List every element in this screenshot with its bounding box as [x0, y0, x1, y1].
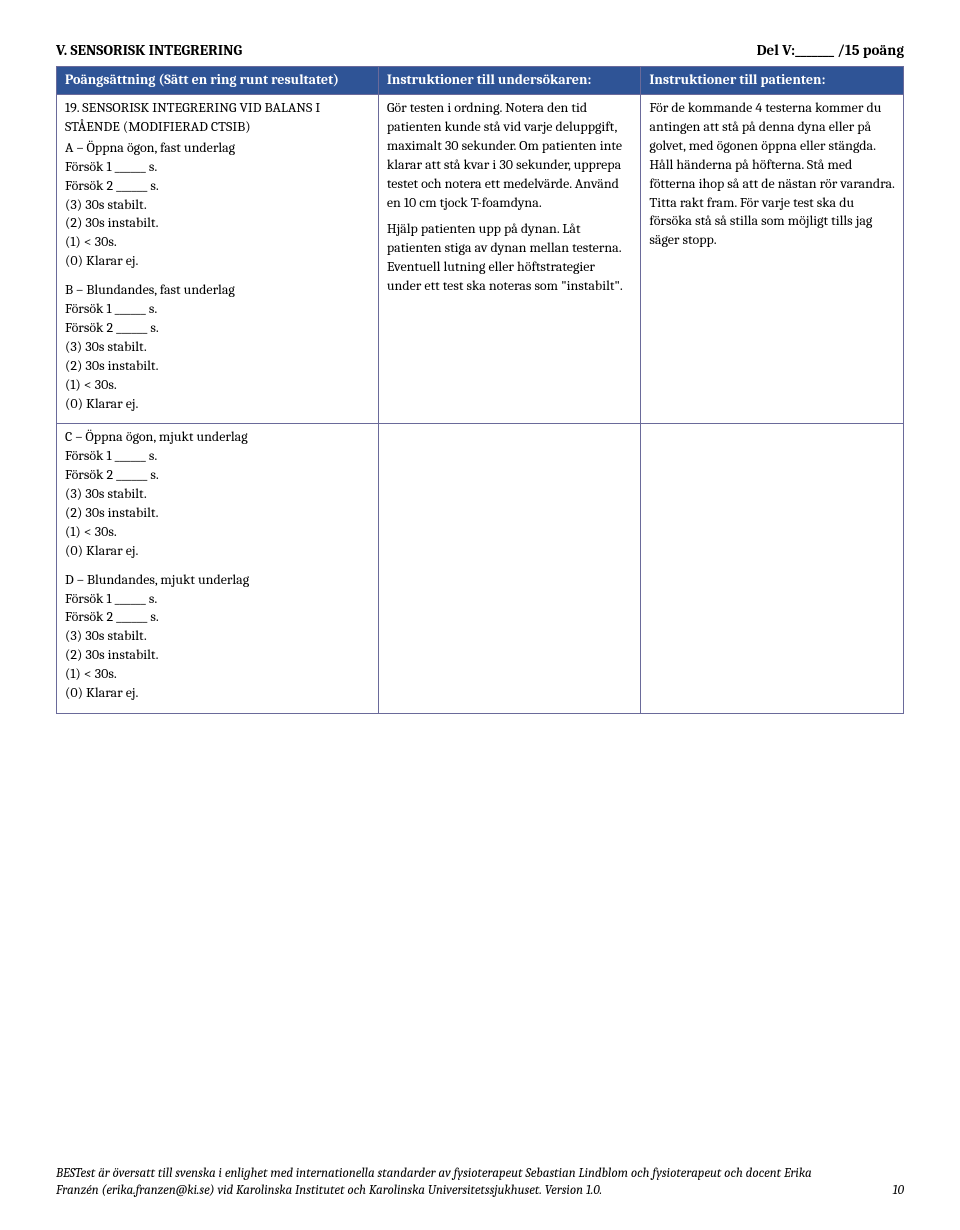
b-s0: (0) Klarar ej.	[65, 395, 370, 414]
cell-patient-empty	[641, 424, 904, 713]
cell-item19-cd: C – Öppna ögon, mjukt underlag Försök 1 …	[57, 424, 379, 713]
block-b-label: B – Blundandes, fast underlag	[65, 281, 370, 300]
b-trial2: Försök 2 ______ s.	[65, 319, 370, 338]
b-s2: (2) 30s instabilt.	[65, 357, 370, 376]
a-s3: (3) 30s stabilt.	[65, 196, 370, 215]
block-c-label: C – Öppna ögon, mjukt underlag	[65, 428, 370, 447]
section-header: V. SENSORISK INTEGRERING Del V:_______ /…	[56, 40, 904, 60]
assessment-table: Poängsättning (Sätt en ring runt resulta…	[56, 66, 904, 714]
c-trial2: Försök 2 ______ s.	[65, 466, 370, 485]
d-s0: (0) Klarar ej.	[65, 684, 370, 703]
examiner-p1: Gör testen i ordning. Notera den tid pat…	[387, 99, 633, 212]
block-d-label: D – Blundandes, mjukt underlag	[65, 571, 370, 590]
b-trial1: Försök 1 ______ s.	[65, 300, 370, 319]
d-s2: (2) 30s instabilt.	[65, 646, 370, 665]
c-s3: (3) 30s stabilt.	[65, 485, 370, 504]
a-trial2: Försök 2 ______ s.	[65, 177, 370, 196]
c-s1: (1) < 30s.	[65, 523, 370, 542]
cell-examiner-empty	[378, 424, 641, 713]
footer: BESTest är översatt till svenska i enlig…	[56, 1165, 904, 1200]
d-s1: (1) < 30s.	[65, 665, 370, 684]
a-s2: (2) 30s instabilt.	[65, 214, 370, 233]
block-a-label: A – Öppna ögon, fast underlag	[65, 139, 370, 158]
d-trial2: Försök 2 ______ s.	[65, 608, 370, 627]
a-s1: (1) < 30s.	[65, 233, 370, 252]
section-score: Del V:_______ /15 poäng	[757, 40, 904, 60]
b-s3: (3) 30s stabilt.	[65, 338, 370, 357]
header-scoring: Poängsättning (Sätt en ring runt resulta…	[57, 67, 379, 95]
patient-p1: För de kommande 4 testerna kommer du ant…	[649, 99, 895, 250]
examiner-p2: Hjälp patienten upp på dynan. Låt patien…	[387, 220, 633, 296]
c-trial1: Försök 1 ______ s.	[65, 447, 370, 466]
d-trial1: Försök 1 ______ s.	[65, 590, 370, 609]
a-trial1: Försök 1 ______ s.	[65, 158, 370, 177]
d-s3: (3) 30s stabilt.	[65, 627, 370, 646]
cell-examiner: Gör testen i ordning. Notera den tid pat…	[378, 95, 641, 424]
item19-title: 19. SENSORISK INTEGRERING VID BALANS I S…	[65, 99, 370, 137]
section-title: V. SENSORISK INTEGRERING	[56, 40, 242, 60]
header-patient: Instruktioner till patienten:	[641, 67, 904, 95]
header-examiner: Instruktioner till undersökaren:	[378, 67, 641, 95]
cell-patient: För de kommande 4 testerna kommer du ant…	[641, 95, 904, 424]
footer-text: BESTest är översatt till svenska i enlig…	[56, 1165, 836, 1200]
b-s1: (1) < 30s.	[65, 376, 370, 395]
a-s0: (0) Klarar ej.	[65, 252, 370, 271]
cell-item19-ab: 19. SENSORISK INTEGRERING VID BALANS I S…	[57, 95, 379, 424]
page-number: 10	[893, 1182, 904, 1200]
c-s2: (2) 30s instabilt.	[65, 504, 370, 523]
c-s0: (0) Klarar ej.	[65, 542, 370, 561]
